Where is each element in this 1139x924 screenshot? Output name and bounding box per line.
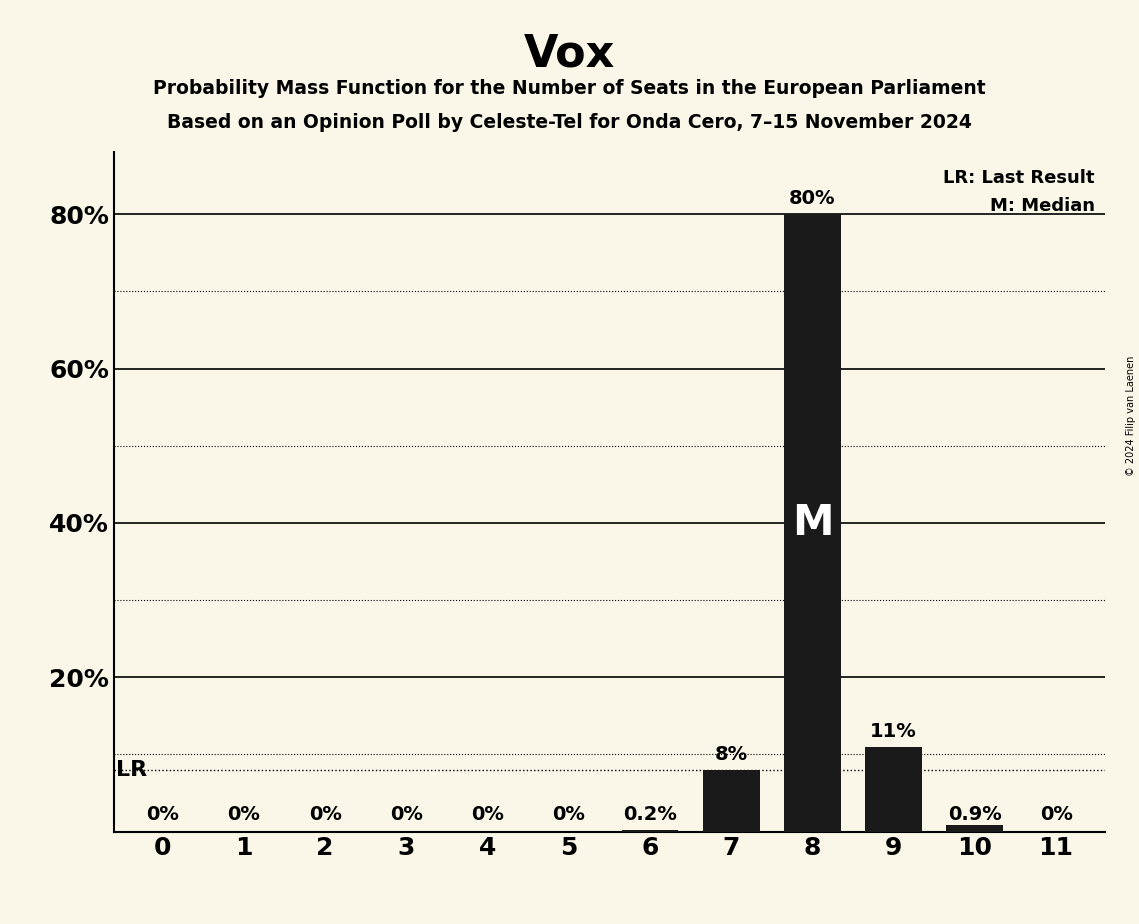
Bar [784,214,841,832]
Text: Probability Mass Function for the Number of Seats in the European Parliament: Probability Mass Function for the Number… [153,79,986,98]
Text: LR: LR [115,760,147,780]
Bar [866,747,923,832]
Text: 11%: 11% [870,722,917,740]
Bar [703,770,760,832]
Text: LR: Last Result: LR: Last Result [943,169,1095,188]
Text: 0.2%: 0.2% [623,805,677,824]
Text: 80%: 80% [789,189,836,208]
Text: 8%: 8% [714,745,748,763]
Text: M: M [792,502,833,544]
Text: 0%: 0% [472,805,503,824]
Text: 0%: 0% [228,805,261,824]
Text: © 2024 Filip van Laenen: © 2024 Filip van Laenen [1126,356,1136,476]
Bar [622,830,679,832]
Text: 0%: 0% [309,805,342,824]
Text: 0%: 0% [552,805,585,824]
Text: 0%: 0% [1040,805,1073,824]
Text: 0.9%: 0.9% [948,805,1001,824]
Text: Vox: Vox [524,32,615,76]
Text: Based on an Opinion Poll by Celeste-Tel for Onda Cero, 7–15 November 2024: Based on an Opinion Poll by Celeste-Tel … [167,113,972,132]
Text: 0%: 0% [390,805,423,824]
Text: 0%: 0% [146,805,179,824]
Text: M: Median: M: Median [990,197,1095,214]
Bar [947,824,1003,832]
